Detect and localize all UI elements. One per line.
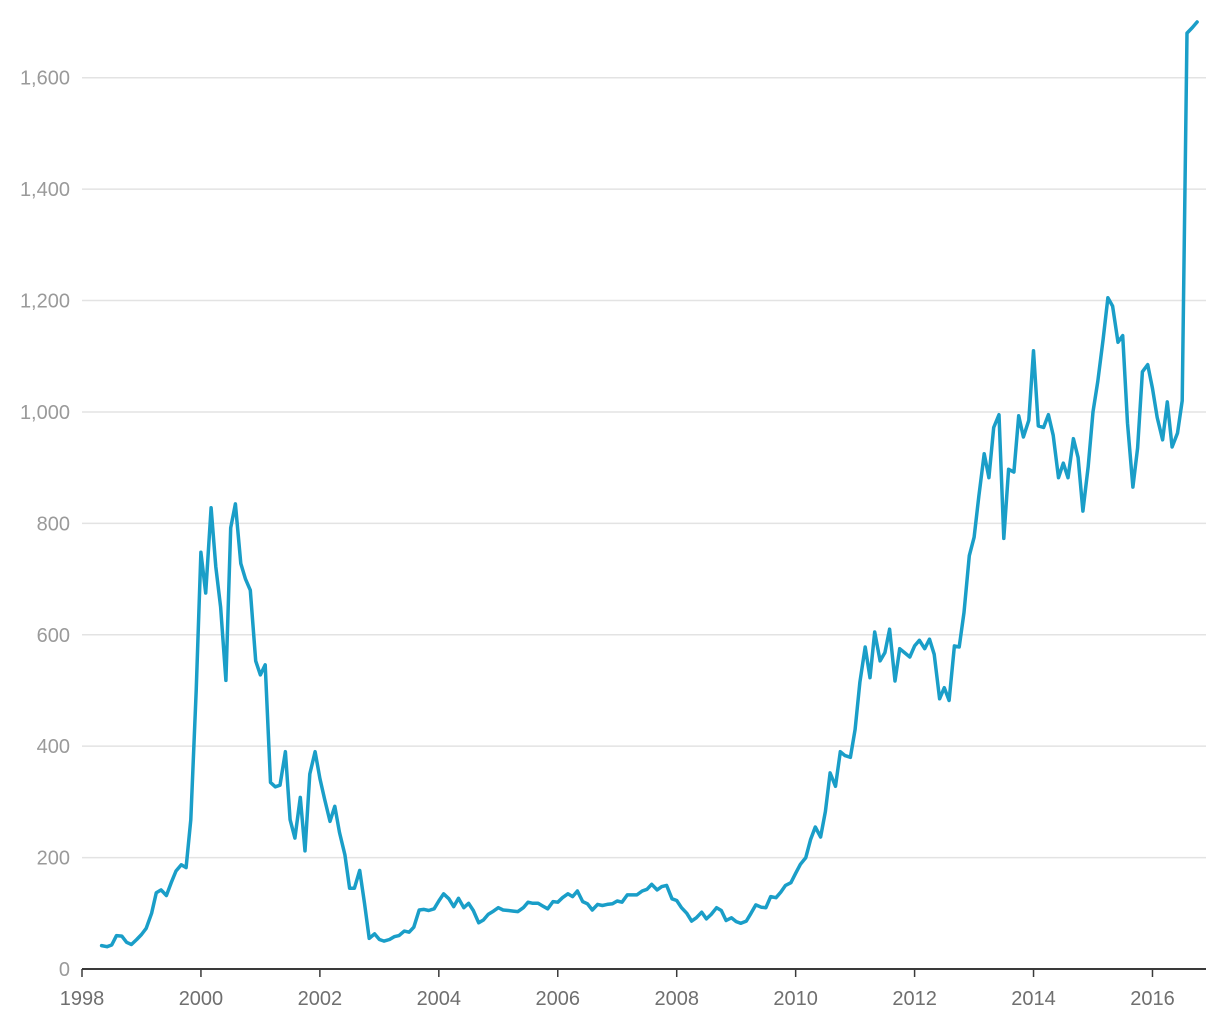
- gridlines: [82, 76, 1206, 859]
- y-tick-label: 200: [37, 848, 70, 870]
- x-tick-label: 2006: [536, 988, 581, 1010]
- x-tick-label: 2010: [773, 988, 818, 1010]
- y-tick-label: 1,000: [20, 402, 70, 424]
- y-tick-label: 400: [37, 736, 70, 758]
- y-tick-label: 1,200: [20, 291, 70, 313]
- x-tick-label: 2004: [417, 988, 462, 1010]
- x-tick-label: 1998: [60, 988, 105, 1010]
- x-tick-label: 2002: [298, 988, 343, 1010]
- x-tick-label: 2008: [654, 988, 699, 1010]
- series-layer: [99, 20, 1199, 949]
- series-line: [99, 20, 1199, 949]
- y-tick-label: 1,600: [20, 68, 70, 90]
- y-tick-label: 800: [37, 513, 70, 535]
- x-axis: 1998 2000 2002 2004 2006 2008 2010 2012 2014 2016: [60, 968, 1206, 1010]
- x-tick-label: 2016: [1130, 988, 1175, 1010]
- x-tick-label: 2014: [1011, 988, 1056, 1010]
- x-tick-label: 2000: [179, 988, 224, 1010]
- y-axis-labels: 0 200 400 600 800 1,000 1,200 1,400 1,600: [20, 68, 70, 981]
- y-tick-label: 600: [37, 625, 70, 647]
- y-tick-label: 1,400: [20, 179, 70, 201]
- x-tick-label: 2012: [892, 988, 937, 1010]
- y-tick-label: 0: [59, 959, 70, 981]
